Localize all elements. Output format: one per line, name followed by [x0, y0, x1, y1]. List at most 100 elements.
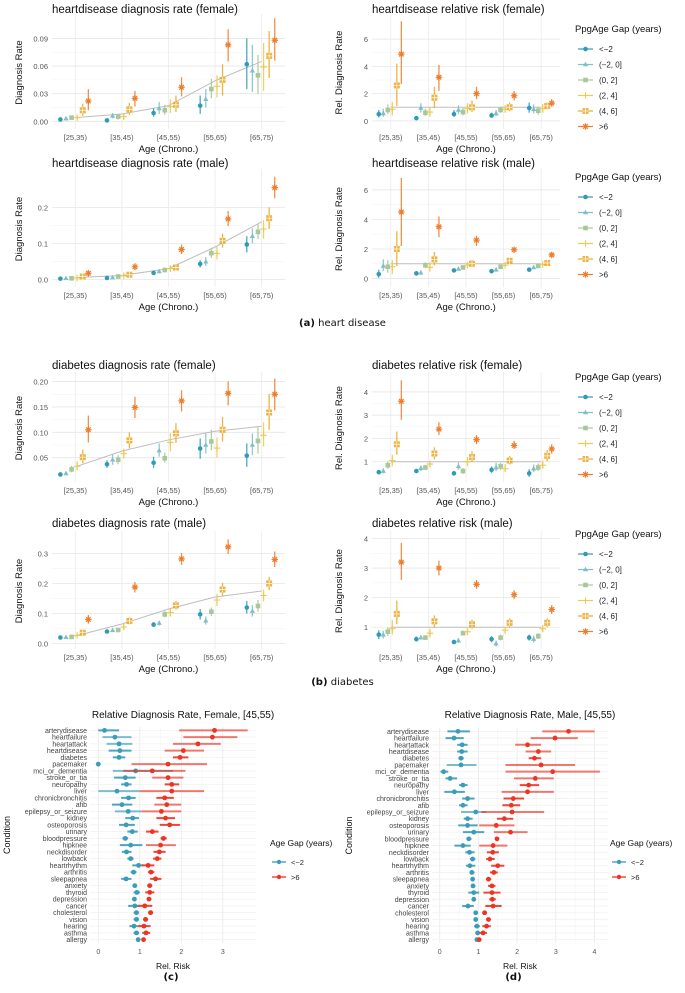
y-tick-label: 0.15 [33, 403, 48, 412]
y-tick-label: 0.1 [38, 610, 48, 619]
condition-label: arterydisease [387, 729, 429, 736]
legend-item-label: <−2 [599, 45, 613, 54]
data-point-cross [79, 273, 86, 280]
data-point [164, 802, 170, 808]
reference-line [75, 425, 262, 468]
data-point [423, 465, 428, 470]
x-tick-label: [65,75) [250, 653, 274, 662]
y-tick-label: 0.03 [33, 90, 48, 99]
data-point [501, 465, 509, 472]
data-point [112, 734, 118, 740]
data-point [224, 390, 232, 397]
y-tick-label: 4 [364, 62, 368, 71]
data-point [535, 263, 541, 269]
y-tick-label: 0.05 [33, 454, 48, 463]
data-point [426, 460, 434, 468]
legend-item-label: (2, 4] [599, 440, 617, 449]
data-point-cross [266, 409, 273, 416]
data-point [85, 426, 92, 433]
chart-title: Relative Diagnosis Rate, Male, [45,55) [445, 710, 616, 721]
condition-label: asthma [64, 930, 87, 937]
data-point-cross [172, 602, 179, 609]
series-0 [58, 438, 250, 477]
chart-title: heartdisease diagnosis rate (female) [52, 4, 238, 16]
data-point [212, 727, 217, 733]
data-point [480, 930, 486, 936]
x-tick-label: [65,75) [250, 486, 274, 495]
x-tick-label: [55,65) [492, 486, 516, 495]
data-point-cross [393, 441, 400, 448]
chart-hd_rr_f: 0 2 4 6 [25,35) [35,45) [45,55) [55,65) [65,75) h… [334, 4, 662, 155]
data-point [197, 446, 203, 451]
condition-label: bloodpressure [43, 836, 87, 843]
series-2 [385, 627, 541, 641]
data-point [271, 556, 278, 563]
x-tick-label: [65,75) [530, 133, 554, 142]
data-point [414, 468, 419, 474]
data-point [458, 762, 464, 768]
data-point [114, 788, 120, 794]
legend: PpgAge Gap (years) <−2 (−2, 0] (0, 2] (2, 4]… [575, 529, 662, 637]
data-point [526, 105, 532, 111]
data-point [455, 463, 462, 469]
legend-item-label: >6 [599, 628, 609, 637]
y-tick-label: 2 [364, 245, 368, 254]
y-tick-label: 0 [364, 117, 368, 126]
data-point-cross [126, 437, 133, 444]
y-axis-label: Diagnosis Rate [14, 559, 25, 623]
x-tick-label: 2 [515, 949, 519, 956]
condition-label: allergy [66, 937, 87, 944]
data-point-cross [126, 271, 133, 278]
data-point [151, 622, 156, 627]
data-point [260, 432, 267, 439]
condition-label: hipknee [62, 843, 87, 850]
data-point [476, 937, 482, 943]
series-3 [389, 454, 547, 473]
x-tick-label: [25,35) [64, 486, 88, 495]
condition-label: vision [411, 917, 429, 924]
condition-label: neuropathy [52, 782, 88, 789]
data-point-cross [506, 457, 513, 464]
data-point [255, 438, 261, 444]
x-tick-label: [65,75) [530, 486, 554, 495]
condition-label: depression [53, 897, 87, 904]
data-point [69, 276, 74, 281]
series-1 [63, 605, 255, 639]
data-point [120, 113, 128, 121]
data-point [142, 903, 148, 909]
caption-c: (c) [0, 972, 342, 983]
data-point [451, 639, 457, 645]
data-point [156, 105, 162, 111]
data-point [493, 266, 499, 272]
data-point [418, 634, 424, 640]
series-5 [85, 539, 278, 624]
legend-item-label: (0, 2] [599, 224, 617, 233]
condition-label: neckdisorder [389, 850, 430, 857]
legend-item-label: (2, 4] [599, 240, 617, 249]
legend-item-label: (−2, 0] [599, 566, 622, 575]
data-point [255, 72, 261, 78]
x-tick-label: [55,65) [492, 291, 516, 300]
series-0 [376, 102, 532, 121]
data-point [532, 755, 537, 761]
data-point [120, 623, 128, 631]
condition-label: heartfailure [52, 735, 87, 742]
legend-key-marker [583, 394, 588, 400]
data-point [120, 272, 128, 280]
data-point [435, 564, 443, 572]
y-tick-label: 2 [364, 434, 368, 443]
data-point [380, 631, 386, 637]
legend-title: PpgAge Gap (years) [575, 372, 662, 383]
data-point [197, 612, 203, 617]
condition-label: kidney [67, 816, 88, 823]
condition-label: arthritis [64, 870, 87, 877]
series-1 [380, 103, 537, 117]
y-tick-label: 4 [364, 388, 368, 397]
legend: Age Gap (years) <−2 >6 [610, 838, 673, 882]
data-point [165, 775, 171, 781]
x-tick-label: 2 [179, 949, 183, 956]
x-axis-label: Age (Chrono.) [139, 144, 199, 155]
data-point [566, 728, 571, 734]
x-tick-label: [25,35) [64, 653, 88, 662]
data-point [493, 110, 499, 116]
